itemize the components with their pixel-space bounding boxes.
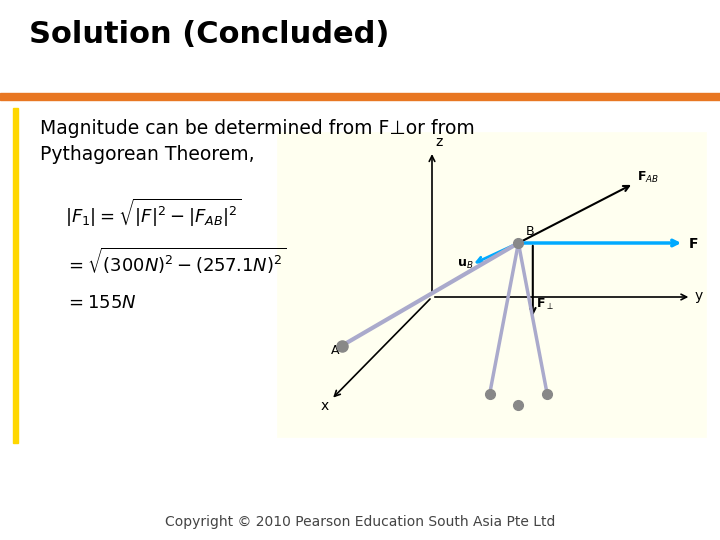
Text: $\mathbf{F}$: $\mathbf{F}$: [688, 238, 698, 252]
Text: $= \sqrt{(300N)^2 - (257.1N)^2}$: $= \sqrt{(300N)^2 - (257.1N)^2}$: [65, 246, 286, 276]
Bar: [0, 93, 720, 100]
Bar: [13, 108, 18, 443]
Text: x: x: [320, 400, 328, 414]
Text: B: B: [526, 225, 534, 238]
Text: $\mathbf{F}_\perp$: $\mathbf{F}_\perp$: [536, 297, 554, 312]
Text: A: A: [331, 343, 340, 357]
Bar: [277, 132, 706, 437]
Text: Copyright © 2010 Pearson Education South Asia Pte Ltd: Copyright © 2010 Pearson Education South…: [165, 515, 555, 529]
Text: y: y: [695, 289, 703, 303]
Text: $= 155N$: $= 155N$: [65, 294, 136, 312]
Text: z: z: [436, 135, 443, 149]
Text: Magnitude can be determined from F⊥or from
Pythagorean Theorem,: Magnitude can be determined from F⊥or fr…: [40, 119, 474, 164]
Text: $\mathbf{u}_B$: $\mathbf{u}_B$: [457, 258, 474, 272]
Text: Solution (Concluded): Solution (Concluded): [29, 19, 390, 49]
Text: $|F_1| = \sqrt{|F|^2 - |F_{AB}|^2}$: $|F_1| = \sqrt{|F|^2 - |F_{AB}|^2}$: [65, 197, 241, 230]
Text: $\mathbf{F}_{AB}$: $\mathbf{F}_{AB}$: [637, 170, 660, 185]
